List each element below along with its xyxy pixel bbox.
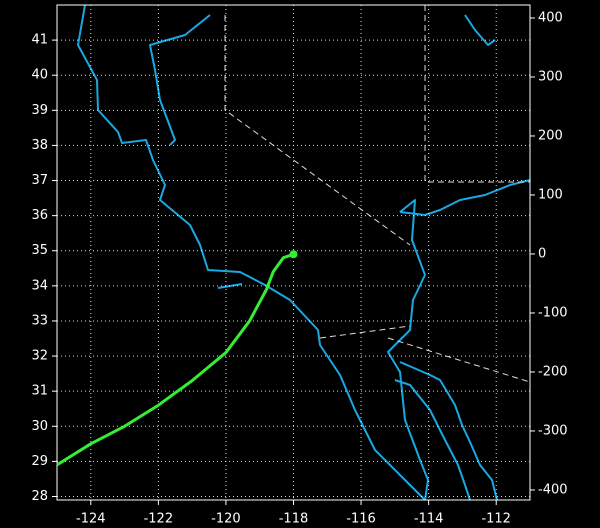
x-tick-label: -114: [414, 512, 444, 527]
y-tick-label: 35: [31, 243, 48, 258]
y-tick-label: 32: [31, 349, 48, 364]
y2-tick-label: -300: [538, 423, 568, 438]
y2-tick-label: -200: [538, 364, 568, 379]
river: [149, 14, 211, 146]
y2-tick-label: 400: [538, 10, 563, 25]
y-tick-label: 29: [31, 454, 48, 469]
track-end-marker: [289, 250, 298, 259]
map-features: [77, 4, 531, 501]
state-border: [319, 325, 411, 339]
y-tick-label: 28: [31, 489, 48, 504]
y-tick-label: 39: [31, 103, 48, 118]
x-tick-label: -112: [481, 512, 511, 527]
state-border: [387, 337, 531, 383]
y-tick-label: 30: [31, 419, 48, 434]
y-tick-label: 37: [31, 173, 48, 188]
coast-inner: [394, 379, 471, 501]
track-line: [56, 252, 294, 467]
y-tick-label: 34: [31, 278, 48, 293]
y2-tick-label: 0: [538, 246, 546, 261]
x-tick-label: -124: [76, 512, 106, 527]
y2-tick-label: 100: [538, 187, 563, 202]
y-tick-label: 33: [31, 313, 48, 328]
y-tick-label: 41: [31, 33, 48, 48]
gulf-coast: [387, 199, 429, 501]
river: [399, 179, 531, 216]
y-tick-label: 38: [31, 138, 48, 153]
river: [464, 14, 496, 46]
x-tick-label: -116: [346, 512, 376, 527]
y-tick-label: 40: [31, 68, 48, 83]
coastline: [77, 4, 426, 501]
y-tick-label: 31: [31, 384, 48, 399]
x-tick-label: -118: [279, 512, 309, 527]
y2-tick-label: -400: [538, 482, 568, 497]
y2-tick-label: 300: [538, 69, 563, 84]
x-tick-label: -122: [144, 512, 174, 527]
state-border: [224, 15, 411, 246]
y2-tick-label: -100: [538, 305, 568, 320]
coast-east: [399, 361, 498, 501]
y-tick-label: 36: [31, 208, 48, 223]
x-tick-label: -120: [211, 512, 241, 527]
y2-tick-label: 200: [538, 128, 563, 143]
